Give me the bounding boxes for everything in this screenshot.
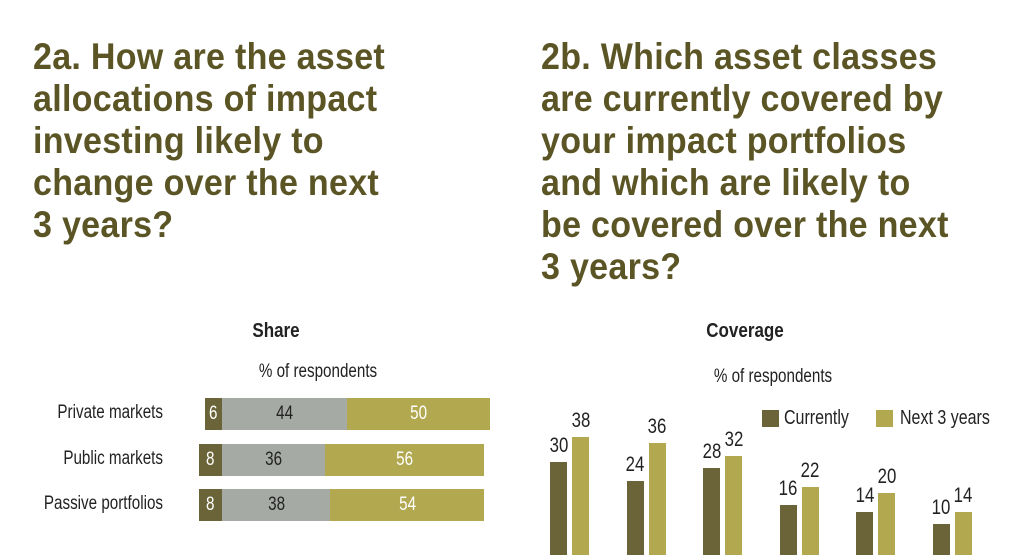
data-label: 6: [209, 403, 218, 424]
bar: [725, 455, 742, 555]
bar: [954, 511, 972, 555]
data-label: 44: [276, 403, 294, 424]
legend-swatch-next-3-years: [876, 410, 893, 427]
row-label: Public markets: [63, 448, 163, 469]
bar-segment: 6: [204, 398, 222, 430]
bar: [779, 505, 797, 555]
bar-segment: 38: [222, 489, 331, 521]
bar-segment: 36: [222, 444, 325, 476]
data-label: 16: [778, 477, 798, 501]
chart-2a-title: 2a. How are the asset allocations of imp…: [33, 36, 386, 245]
bar-segment: 8: [199, 444, 222, 476]
legend-label-currently: Currently: [784, 407, 849, 429]
bar: [932, 524, 950, 555]
bar: [703, 468, 720, 555]
data-label: 10: [931, 496, 951, 519]
chart-2b-unit: % of respondents: [713, 366, 833, 387]
data-label: 50: [410, 403, 428, 424]
bar: [626, 480, 644, 555]
data-label: 14: [855, 483, 874, 507]
data-label: 24: [625, 452, 645, 476]
bar: [801, 486, 819, 555]
bar: [856, 511, 873, 555]
legend-label-next-3-years: Next 3 years: [900, 407, 990, 429]
bar: [648, 443, 666, 555]
bar-segment: 8: [199, 489, 222, 521]
bar-segment: 44: [222, 398, 348, 430]
bar: [878, 493, 895, 555]
bar-segment: 50: [347, 398, 490, 430]
bar: [550, 462, 567, 555]
bar-segment: 56: [324, 444, 485, 476]
row-label: Passive portfolios: [43, 493, 163, 514]
data-label: 14: [953, 483, 973, 507]
bar-segment: 54: [330, 489, 485, 521]
data-label: 8: [206, 494, 215, 515]
chart-2b-title: 2b. Which asset classes are currently co…: [541, 36, 949, 287]
data-label: 54: [398, 494, 416, 515]
data-label: 36: [647, 415, 667, 439]
chart-2b-subtitle: Coverage: [706, 320, 784, 342]
data-label: 20: [877, 465, 896, 488]
data-label: 36: [264, 449, 282, 470]
data-label: 38: [571, 409, 590, 433]
row-label: Private markets: [57, 402, 163, 423]
chart-2a-subtitle: Share: [252, 320, 300, 342]
data-label: 22: [800, 458, 820, 482]
data-label: 32: [724, 427, 743, 451]
legend-swatch-currently: [762, 410, 779, 427]
data-label: 38: [267, 494, 285, 515]
data-label: 56: [395, 449, 413, 470]
data-label: 8: [206, 449, 215, 470]
data-label: 30: [549, 434, 568, 457]
bar: [572, 437, 589, 555]
chart-2a-unit: % of respondents: [258, 361, 378, 382]
data-label: 28: [702, 440, 721, 464]
